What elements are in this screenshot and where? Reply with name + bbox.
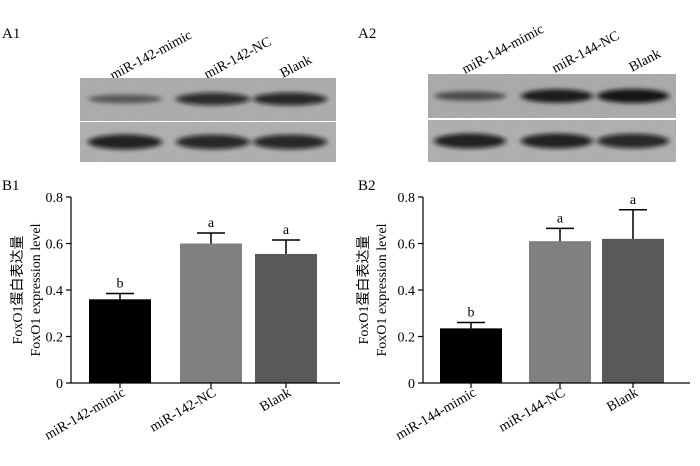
panel-label-b2: B2 <box>358 178 376 194</box>
significance-label: a <box>630 193 637 208</box>
blot-band <box>253 134 327 150</box>
y-axis-title-cn: FoxO1蛋白表达量 <box>10 236 26 345</box>
y-axis-title: FoxO1蛋白表达量 FoxO1 expression level <box>356 223 390 356</box>
y-tick-label: 0.6 <box>46 238 64 253</box>
bar <box>89 299 151 383</box>
blot-strip-target <box>80 78 336 121</box>
significance-label: a <box>208 216 215 231</box>
significance-label: a <box>283 223 290 238</box>
blot-strip-control <box>428 120 676 162</box>
y-tick-label: 0.2 <box>398 331 416 346</box>
significance-label: a <box>557 211 564 226</box>
y-tick-label: 0.6 <box>398 238 416 253</box>
bar-chart-b2: FoxO1蛋白表达量 FoxO1 expression level 0 0.2 0.… <box>356 191 690 444</box>
lane-label: miR-142-NC <box>202 35 274 83</box>
blot-strip-target <box>428 74 676 118</box>
lane-label: miR-142-mimic <box>108 28 195 84</box>
y-axis-title: FoxO1蛋白表达量 FoxO1 expression level <box>10 223 44 356</box>
x-tick-label: miR-142-NC <box>148 385 219 435</box>
bar <box>440 328 502 383</box>
lane-label: miR-144-NC <box>550 29 622 77</box>
blot-band <box>176 92 250 106</box>
significance-label: b <box>468 306 475 321</box>
blot-band <box>434 133 506 149</box>
y-tick-label: 0 <box>56 377 63 392</box>
blot-band <box>521 133 593 149</box>
lane-label: miR-144-mimic <box>460 22 547 78</box>
y-tick-label: 0.8 <box>398 191 416 206</box>
blot-band <box>597 89 669 103</box>
blot-band <box>597 133 669 149</box>
y-tick-label: 0.4 <box>46 284 64 299</box>
y-tick-label: 0.2 <box>46 331 64 346</box>
y-tick-label: 0 <box>408 377 415 392</box>
blot-band <box>88 94 162 104</box>
x-tick-label: miR-144-mimic <box>393 385 479 443</box>
blot-band <box>88 134 162 150</box>
blot-band <box>253 92 327 106</box>
panel-label-a2: A2 <box>358 26 376 42</box>
x-tick-label: Blank <box>605 385 641 415</box>
lane-label: Blank <box>627 47 664 76</box>
blot-band <box>434 91 506 101</box>
y-axis-title-en: FoxO1 expression level <box>375 223 390 356</box>
blot-band <box>176 134 250 150</box>
bar <box>602 238 664 383</box>
x-tick-label: miR-144-NC <box>497 385 568 435</box>
x-tick-label: Blank <box>258 385 294 415</box>
lane-label: Blank <box>278 53 315 82</box>
y-tick-label: 0.4 <box>398 284 416 299</box>
panel-label-b1: B1 <box>2 178 20 194</box>
blot-strip-control <box>80 122 336 162</box>
western-blot-a1: miR-142-mimic miR-142-NC Blank <box>80 28 336 162</box>
bar <box>255 253 317 383</box>
y-tick-label: 0.8 <box>46 191 64 206</box>
y-axis-title-cn: FoxO1蛋白表达量 <box>356 236 372 345</box>
blot-band <box>521 89 593 103</box>
western-blot-a2: miR-144-mimic miR-144-NC Blank <box>428 22 676 162</box>
panel-label-a1: A1 <box>2 26 20 42</box>
bar-chart-b1: FoxO1蛋白表达量 FoxO1 expression level 0 0.2 0.… <box>10 191 340 444</box>
y-axis-title-en: FoxO1 expression level <box>29 223 44 356</box>
bar <box>529 241 591 383</box>
bar <box>180 243 242 383</box>
x-tick-label: miR-142-mimic <box>42 385 128 443</box>
significance-label: b <box>117 276 124 291</box>
